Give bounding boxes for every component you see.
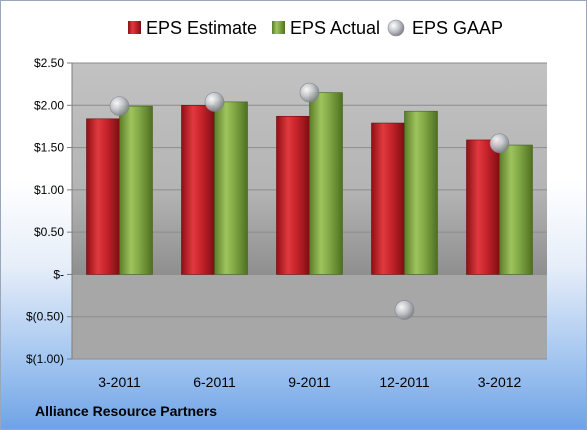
legend-label-gaap: EPS GAAP — [412, 18, 503, 38]
legend-item-estimate[interactable]: EPS Estimate — [128, 18, 257, 38]
y-tick-label: $(0.50) — [26, 310, 64, 324]
legend-label-estimate: EPS Estimate — [146, 18, 257, 38]
bar-eps-actual[interactable] — [214, 101, 248, 275]
bar-eps-actual[interactable] — [499, 144, 533, 275]
x-category-label: 9-2011 — [288, 374, 331, 390]
legend-item-actual[interactable]: EPS Actual — [272, 18, 380, 38]
bar-eps-estimate[interactable] — [181, 104, 215, 275]
bar-eps-estimate[interactable] — [276, 115, 310, 275]
x-category-label: 3-2011 — [98, 374, 141, 390]
x-category-label: 6-2011 — [193, 374, 236, 390]
point-eps-gaap[interactable] — [204, 92, 225, 112]
bar-eps-actual[interactable] — [119, 105, 153, 275]
y-tick-label: $1.00 — [34, 183, 64, 197]
y-tick-label: $(1.00) — [26, 352, 64, 366]
legend: EPS Estimate EPS Actual EPS GAAP — [128, 18, 503, 38]
x-category-label: 3-2012 — [478, 374, 522, 390]
x-category-label: 12-2011 — [379, 374, 430, 390]
bar-eps-actual[interactable] — [309, 92, 343, 275]
bar-eps-estimate[interactable] — [466, 139, 500, 275]
legend-label-actual: EPS Actual — [290, 18, 380, 38]
bar-eps-estimate[interactable] — [371, 122, 405, 275]
y-tick-label: $- — [53, 267, 64, 281]
plot-area: $2.50 $2.00 $1.50 $1.00 $0.50 $- $(0.50) $(1.00… — [26, 56, 547, 390]
legend-marker-gaap — [387, 19, 405, 37]
y-tick-label: $0.50 — [34, 225, 64, 239]
company-name: Alliance Resource Partners — [35, 403, 218, 419]
legend-item-gaap[interactable]: EPS GAAP — [387, 18, 503, 38]
legend-swatch-estimate — [128, 21, 141, 34]
point-eps-gaap[interactable] — [489, 133, 510, 154]
y-tick-label: $2.50 — [34, 56, 64, 70]
legend-swatch-actual — [272, 21, 285, 34]
point-eps-gaap[interactable] — [394, 300, 415, 320]
point-eps-gaap[interactable] — [109, 96, 130, 116]
bar-eps-actual[interactable] — [404, 110, 438, 275]
bar-eps-estimate[interactable] — [86, 118, 120, 275]
y-tick-label: $2.00 — [34, 98, 64, 112]
y-tick-label: $1.50 — [34, 141, 64, 155]
point-eps-gaap[interactable] — [299, 82, 320, 103]
